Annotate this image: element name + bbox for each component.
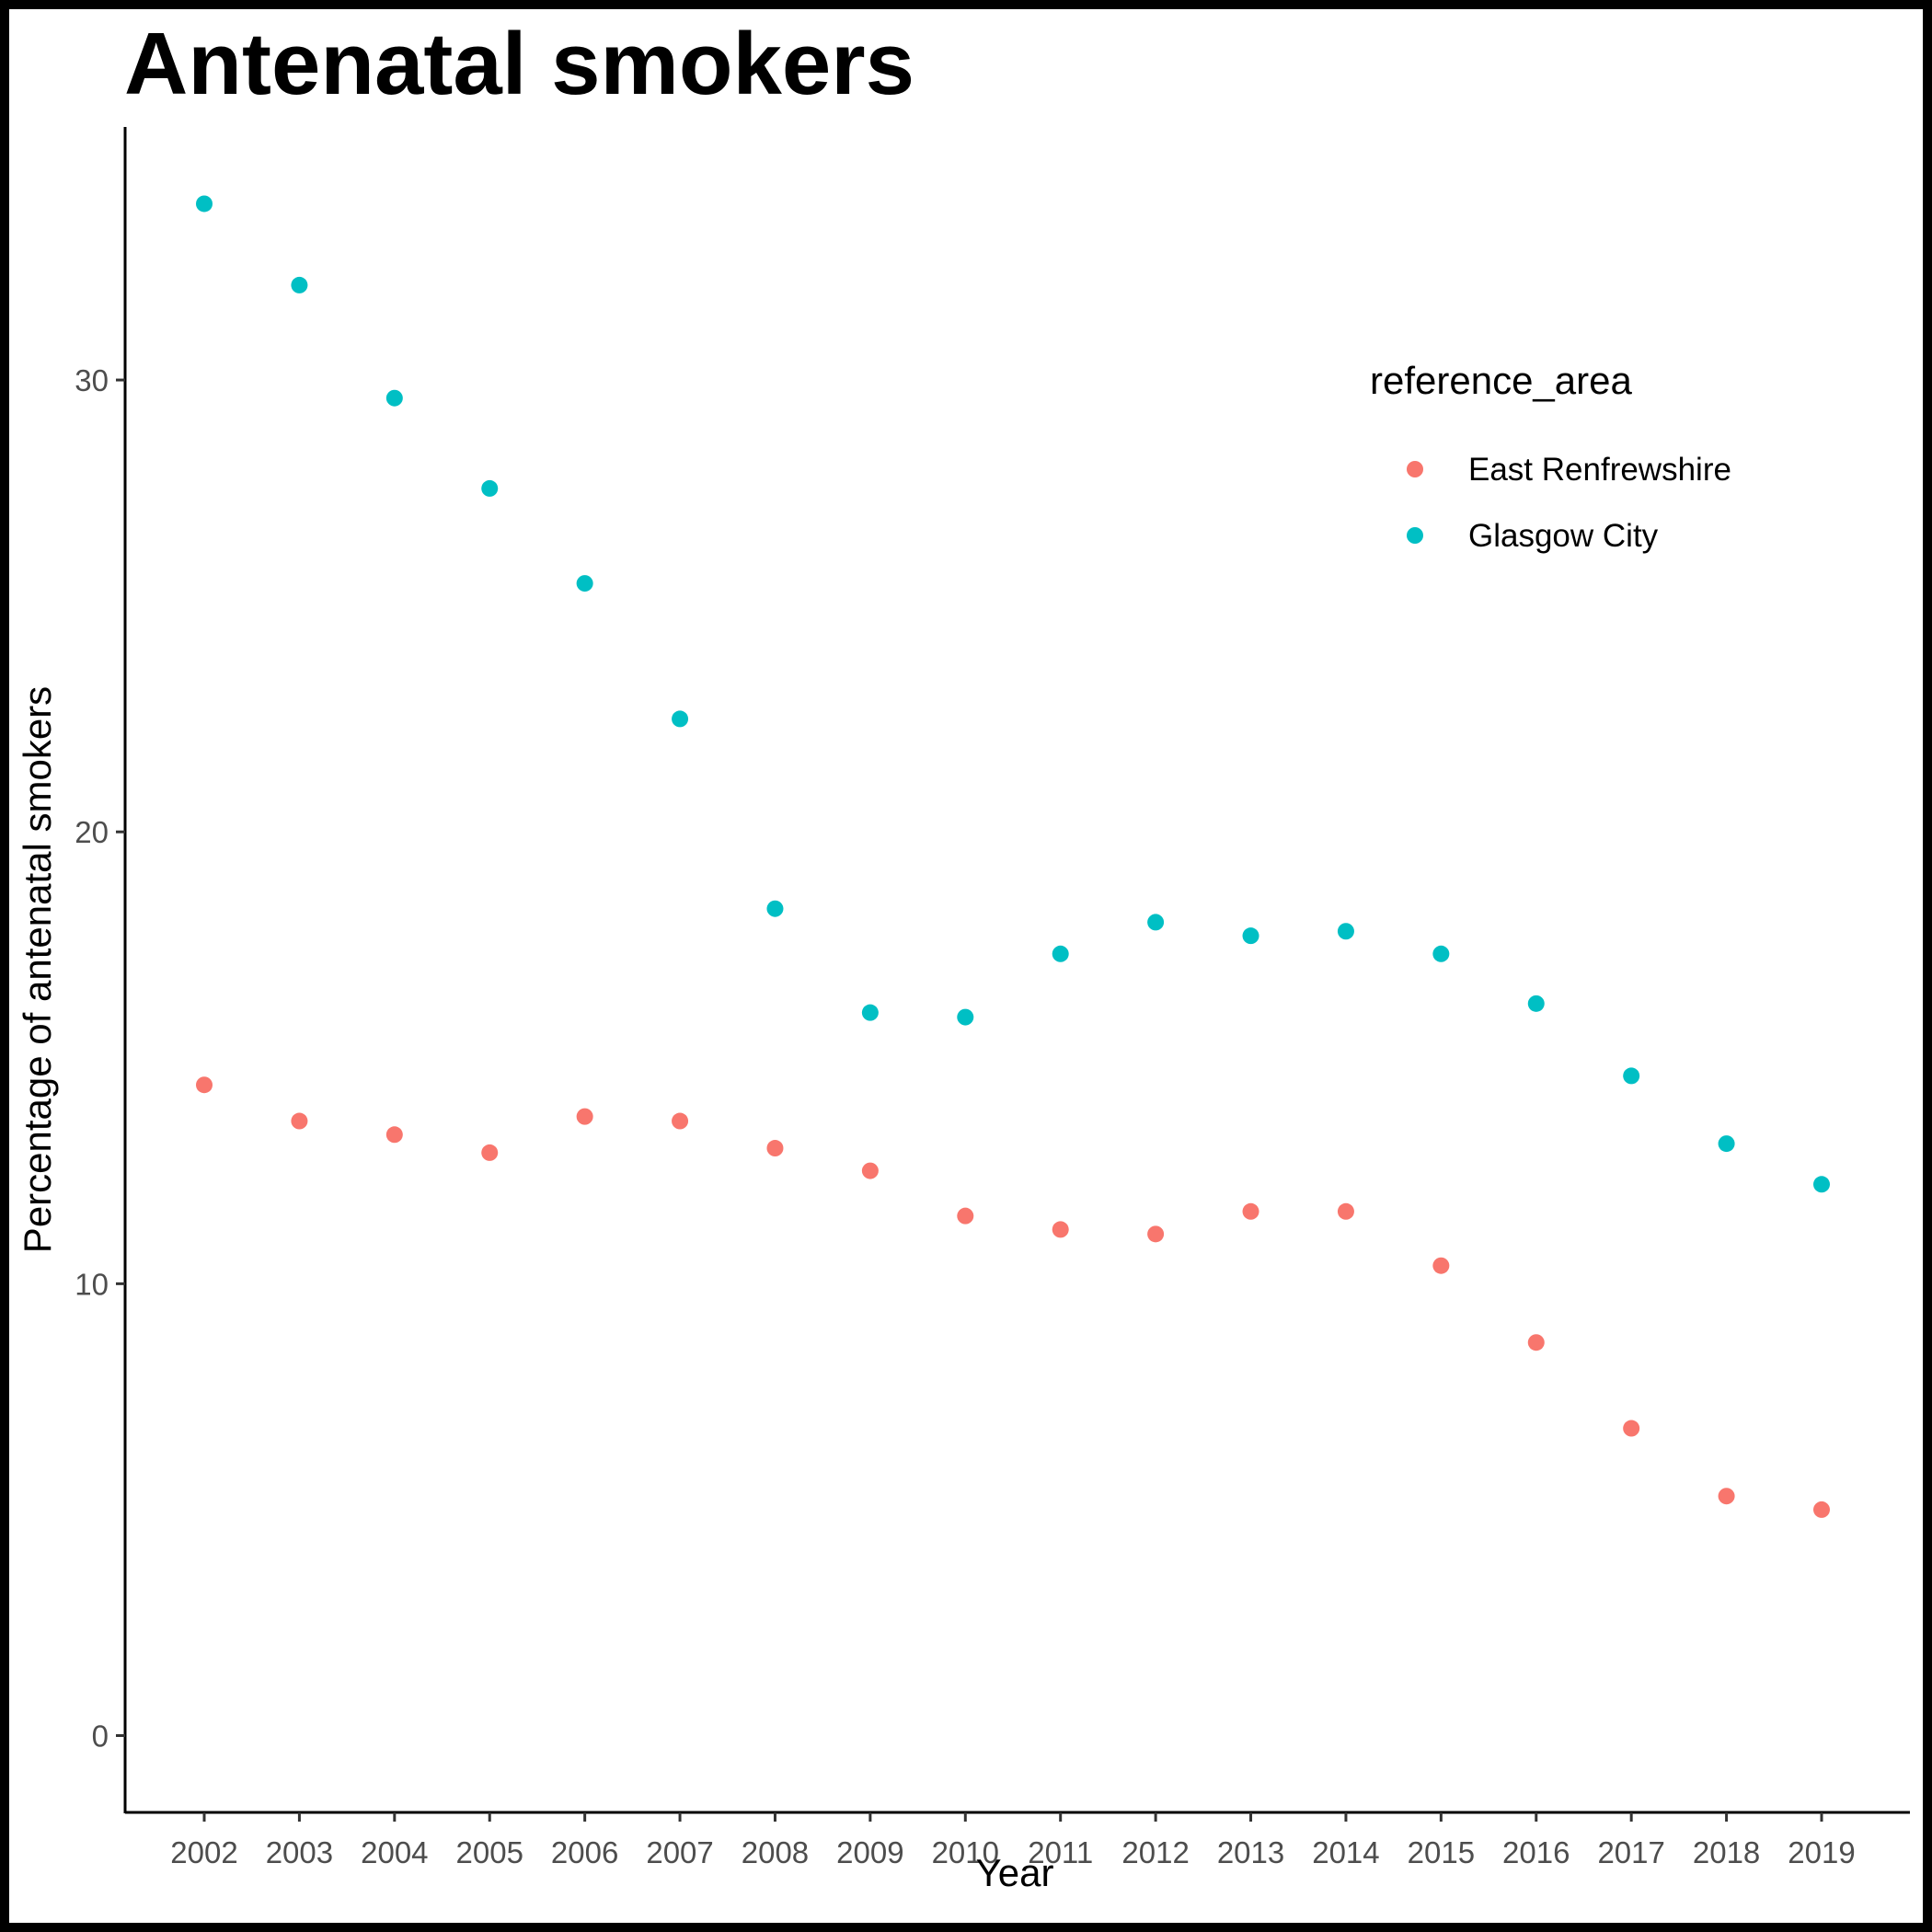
x-tick-label: 2010 — [932, 1835, 999, 1869]
x-tick-label: 2018 — [1693, 1835, 1760, 1869]
x-tick-label: 2006 — [551, 1835, 618, 1869]
x-axis: 2002 2003 2004 2005 2006 2007 2008 2009 2010 2011… — [125, 1811, 1910, 1869]
y-tick-label: 30 — [75, 363, 109, 397]
point-east-renfrewshire — [291, 1112, 308, 1130]
point-glasgow-city — [481, 479, 499, 497]
point-glasgow-city — [1337, 923, 1354, 940]
point-glasgow-city — [385, 389, 403, 407]
point-glasgow-city — [1623, 1067, 1640, 1085]
y-axis-title: Percentage of antenatal smokers — [16, 686, 59, 1253]
point-glasgow-city — [1147, 914, 1165, 931]
x-tick-label: 2011 — [1028, 1835, 1093, 1869]
data-points — [196, 195, 1830, 1518]
chart-title: Antenatal smokers — [124, 15, 914, 113]
point-glasgow-city — [672, 710, 689, 728]
point-glasgow-city — [1813, 1176, 1830, 1193]
point-east-renfrewshire — [1337, 1202, 1354, 1220]
x-tick-label: 2013 — [1217, 1835, 1284, 1869]
x-tick-label: 2002 — [170, 1835, 237, 1869]
point-east-renfrewshire — [196, 1076, 213, 1094]
point-glasgow-city — [861, 1004, 879, 1021]
x-tick-label: 2016 — [1502, 1835, 1570, 1869]
point-east-renfrewshire — [1527, 1334, 1545, 1351]
point-glasgow-city — [196, 195, 213, 213]
y-tick-label: 10 — [75, 1267, 109, 1301]
point-glasgow-city — [957, 1008, 974, 1026]
point-east-renfrewshire — [861, 1162, 879, 1179]
legend: reference_area East Renfrewshire Glasgow … — [1370, 359, 1731, 554]
x-tick-label: 2017 — [1597, 1835, 1664, 1869]
point-glasgow-city — [1242, 927, 1259, 945]
point-east-renfrewshire — [385, 1126, 403, 1144]
x-tick-label: 2005 — [456, 1835, 523, 1869]
x-axis-title: Year — [976, 1851, 1054, 1894]
y-axis: 0 10 20 30 — [75, 127, 127, 1813]
point-glasgow-city — [1432, 945, 1450, 962]
point-glasgow-city — [576, 575, 593, 592]
y-tick-label: 0 — [92, 1719, 109, 1754]
x-tick-label: 2003 — [266, 1835, 333, 1869]
point-glasgow-city — [291, 276, 308, 293]
point-east-renfrewshire — [1147, 1225, 1165, 1243]
point-east-renfrewshire — [1718, 1488, 1735, 1505]
point-glasgow-city — [1718, 1135, 1735, 1153]
x-tick-label: 2015 — [1408, 1835, 1475, 1869]
x-tick-label: 2004 — [361, 1835, 428, 1869]
x-tick-label: 2012 — [1121, 1835, 1189, 1869]
point-glasgow-city — [766, 900, 784, 917]
x-tick-label: 2014 — [1312, 1835, 1379, 1869]
x-tick-label: 2007 — [646, 1835, 713, 1869]
point-east-renfrewshire — [1242, 1202, 1259, 1220]
x-tick-label: 2008 — [742, 1835, 809, 1869]
y-tick-label: 20 — [75, 815, 109, 849]
point-glasgow-city — [1052, 945, 1069, 962]
point-east-renfrewshire — [672, 1112, 689, 1130]
legend-label: East Renfrewshire — [1468, 452, 1731, 488]
legend-title: reference_area — [1370, 359, 1632, 402]
legend-key — [1407, 527, 1423, 544]
point-east-renfrewshire — [576, 1108, 593, 1125]
point-east-renfrewshire — [481, 1144, 499, 1161]
point-east-renfrewshire — [957, 1207, 974, 1225]
legend-label: Glasgow City — [1468, 518, 1659, 554]
point-east-renfrewshire — [1432, 1257, 1450, 1274]
point-east-renfrewshire — [1052, 1221, 1069, 1238]
point-east-renfrewshire — [766, 1140, 784, 1157]
legend-key — [1407, 461, 1423, 477]
point-east-renfrewshire — [1623, 1420, 1640, 1437]
x-tick-label: 2009 — [836, 1835, 903, 1869]
point-glasgow-city — [1527, 995, 1545, 1012]
legend-items: East Renfrewshire Glasgow City — [1407, 452, 1731, 554]
point-east-renfrewshire — [1813, 1501, 1830, 1518]
x-tick-label: 2019 — [1788, 1835, 1855, 1869]
